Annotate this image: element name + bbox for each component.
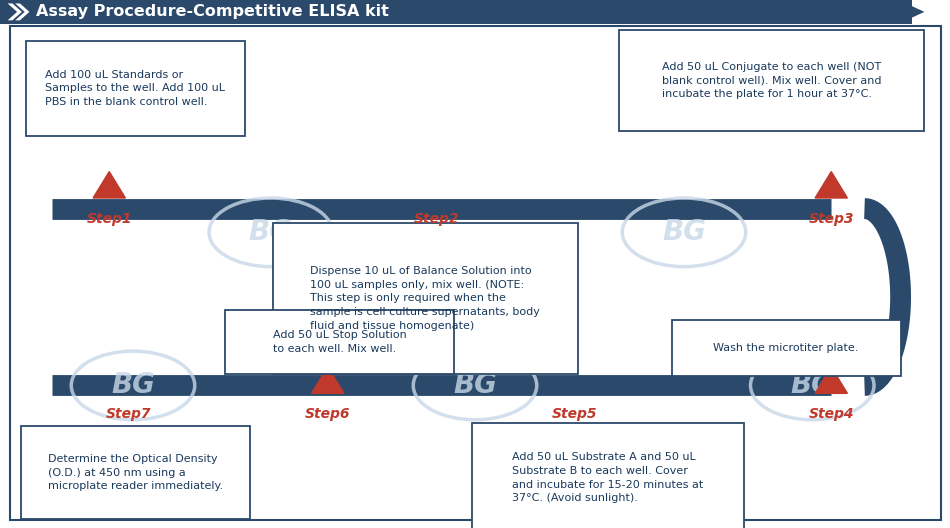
FancyBboxPatch shape	[619, 30, 924, 131]
Text: BG: BG	[662, 218, 706, 247]
FancyBboxPatch shape	[0, 0, 912, 24]
Text: Step6: Step6	[305, 408, 351, 421]
Text: BG: BG	[453, 371, 497, 400]
FancyBboxPatch shape	[225, 310, 454, 374]
Polygon shape	[93, 172, 125, 198]
Polygon shape	[15, 3, 29, 20]
FancyBboxPatch shape	[672, 320, 901, 376]
Polygon shape	[312, 367, 344, 393]
Text: Step5: Step5	[552, 408, 598, 421]
Text: BG: BG	[111, 371, 155, 400]
FancyBboxPatch shape	[26, 41, 245, 136]
FancyBboxPatch shape	[273, 223, 578, 374]
Text: Add 50 uL Substrate A and 50 uL
Substrate B to each well. Cover
and incubate for: Add 50 uL Substrate A and 50 uL Substrat…	[512, 452, 704, 503]
Text: BG: BG	[790, 371, 834, 400]
Polygon shape	[112, 436, 144, 462]
FancyBboxPatch shape	[472, 423, 744, 528]
Text: Dispense 10 uL of Balance Solution into
100 uL samples only, mix well. (NOTE:
Th: Dispense 10 uL of Balance Solution into …	[311, 266, 540, 331]
Polygon shape	[815, 367, 847, 393]
Text: Add 50 uL Stop Solution
to each well. Mix well.: Add 50 uL Stop Solution to each well. Mi…	[273, 330, 407, 354]
Text: Add 100 uL Standards or
Samples to the well. Add 100 uL
PBS in the blank control: Add 100 uL Standards or Samples to the w…	[46, 70, 225, 107]
Text: Add 50 uL Conjugate to each well (NOT
blank control well). Mix well. Cover and
i: Add 50 uL Conjugate to each well (NOT bl…	[662, 62, 882, 99]
FancyArrow shape	[899, 0, 924, 24]
Text: Wash the microtiter plate.: Wash the microtiter plate.	[713, 344, 859, 353]
Text: Assay Procedure-Competitive ELISA kit: Assay Procedure-Competitive ELISA kit	[36, 4, 389, 20]
Text: Step7: Step7	[105, 408, 151, 421]
Polygon shape	[559, 436, 591, 462]
FancyBboxPatch shape	[21, 426, 250, 519]
Polygon shape	[421, 240, 453, 267]
Polygon shape	[815, 172, 847, 198]
Text: Step2: Step2	[414, 212, 460, 226]
Text: Step4: Step4	[808, 408, 854, 421]
Text: Step3: Step3	[808, 212, 854, 226]
Text: Determine the Optical Density
(O.D.) at 450 nm using a
microplate reader immedia: Determine the Optical Density (O.D.) at …	[48, 454, 223, 491]
Text: BG: BG	[249, 218, 293, 247]
Text: Step1: Step1	[86, 212, 132, 226]
Polygon shape	[8, 3, 22, 20]
